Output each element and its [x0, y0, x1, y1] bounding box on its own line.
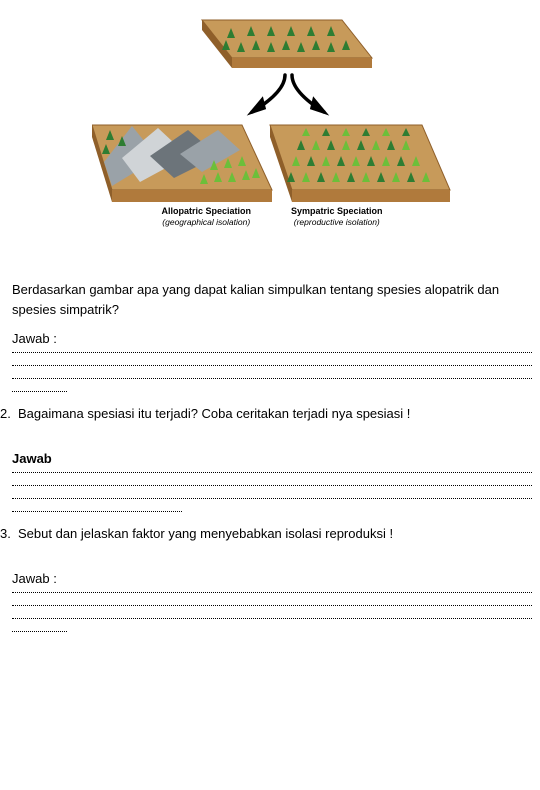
- dotted-line: [12, 378, 532, 379]
- answer-q2: [12, 472, 532, 512]
- q2-num: 2.: [0, 406, 14, 421]
- allopatric-sub: (geographical isolation): [161, 217, 251, 227]
- dotted-line: [12, 485, 532, 486]
- question-intro-text: Berdasarkan gambar apa yang dapat kalian…: [12, 280, 532, 319]
- dotted-line: [12, 592, 532, 593]
- question-3: 3. Sebut dan jelaskan faktor yang menyeb…: [0, 526, 532, 541]
- sympatric-title: Sympatric Speciation: [291, 206, 383, 217]
- speciation-diagram: Allopatric Speciation (geographical isol…: [12, 10, 532, 240]
- answer-intro: [12, 352, 532, 392]
- dotted-line: [12, 472, 532, 473]
- dotted-line: [12, 511, 182, 512]
- allopatric-title: Allopatric Speciation: [161, 206, 251, 217]
- allopatric-label: Allopatric Speciation (geographical isol…: [161, 206, 251, 227]
- dotted-line: [12, 352, 532, 353]
- dotted-line: [12, 365, 532, 366]
- sympatric-label: Sympatric Speciation (reproductive isola…: [291, 206, 383, 227]
- content: Berdasarkan gambar apa yang dapat kalian…: [12, 280, 532, 632]
- dotted-line: [12, 605, 532, 606]
- q3-text: Sebut dan jelaskan faktor yang menyebabk…: [18, 526, 393, 541]
- diagram-svg: [92, 10, 452, 210]
- dotted-line: [12, 631, 67, 632]
- jawab-q3: Jawab :: [12, 571, 532, 586]
- question-2: 2. Bagaimana spesiasi itu terjadi? Coba …: [0, 406, 532, 421]
- q2-text: Bagaimana spesiasi itu terjadi? Coba cer…: [18, 406, 410, 421]
- q3-num: 3.: [0, 526, 14, 541]
- answer-q3: [12, 592, 532, 632]
- dotted-line: [12, 498, 532, 499]
- jawab-q2: Jawab: [12, 451, 532, 466]
- dotted-line: [12, 391, 67, 392]
- worksheet-page: Allopatric Speciation (geographical isol…: [0, 0, 540, 656]
- sympatric-sub: (reproductive isolation): [291, 217, 383, 227]
- diagram-labels: Allopatric Speciation (geographical isol…: [12, 206, 532, 227]
- dotted-line: [12, 618, 532, 619]
- jawab-intro: Jawab :: [12, 331, 532, 346]
